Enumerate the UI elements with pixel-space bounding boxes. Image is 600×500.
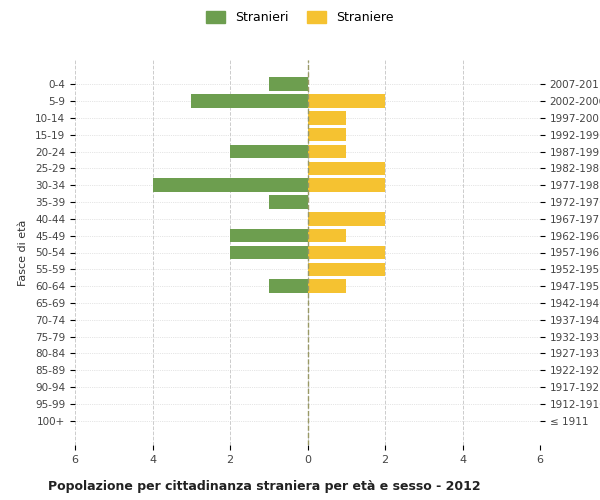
Bar	[269, 196, 308, 209]
Bar	[308, 145, 346, 158]
Bar	[308, 178, 385, 192]
Bar	[308, 229, 346, 242]
Bar	[308, 280, 346, 293]
Bar	[308, 212, 385, 226]
Y-axis label: Fasce di età: Fasce di età	[18, 220, 28, 286]
Bar	[308, 162, 385, 175]
Bar	[152, 178, 308, 192]
Legend: Stranieri, Straniere: Stranieri, Straniere	[202, 6, 398, 29]
Bar	[230, 229, 308, 242]
Text: Popolazione per cittadinanza straniera per età e sesso - 2012: Popolazione per cittadinanza straniera p…	[48, 480, 481, 493]
Bar	[308, 246, 385, 259]
Bar	[308, 94, 385, 108]
Bar	[191, 94, 308, 108]
Bar	[308, 128, 346, 141]
Bar	[230, 246, 308, 259]
Bar	[308, 111, 346, 124]
Bar	[269, 78, 308, 91]
Bar	[269, 280, 308, 293]
Bar	[308, 262, 385, 276]
Bar	[230, 145, 308, 158]
